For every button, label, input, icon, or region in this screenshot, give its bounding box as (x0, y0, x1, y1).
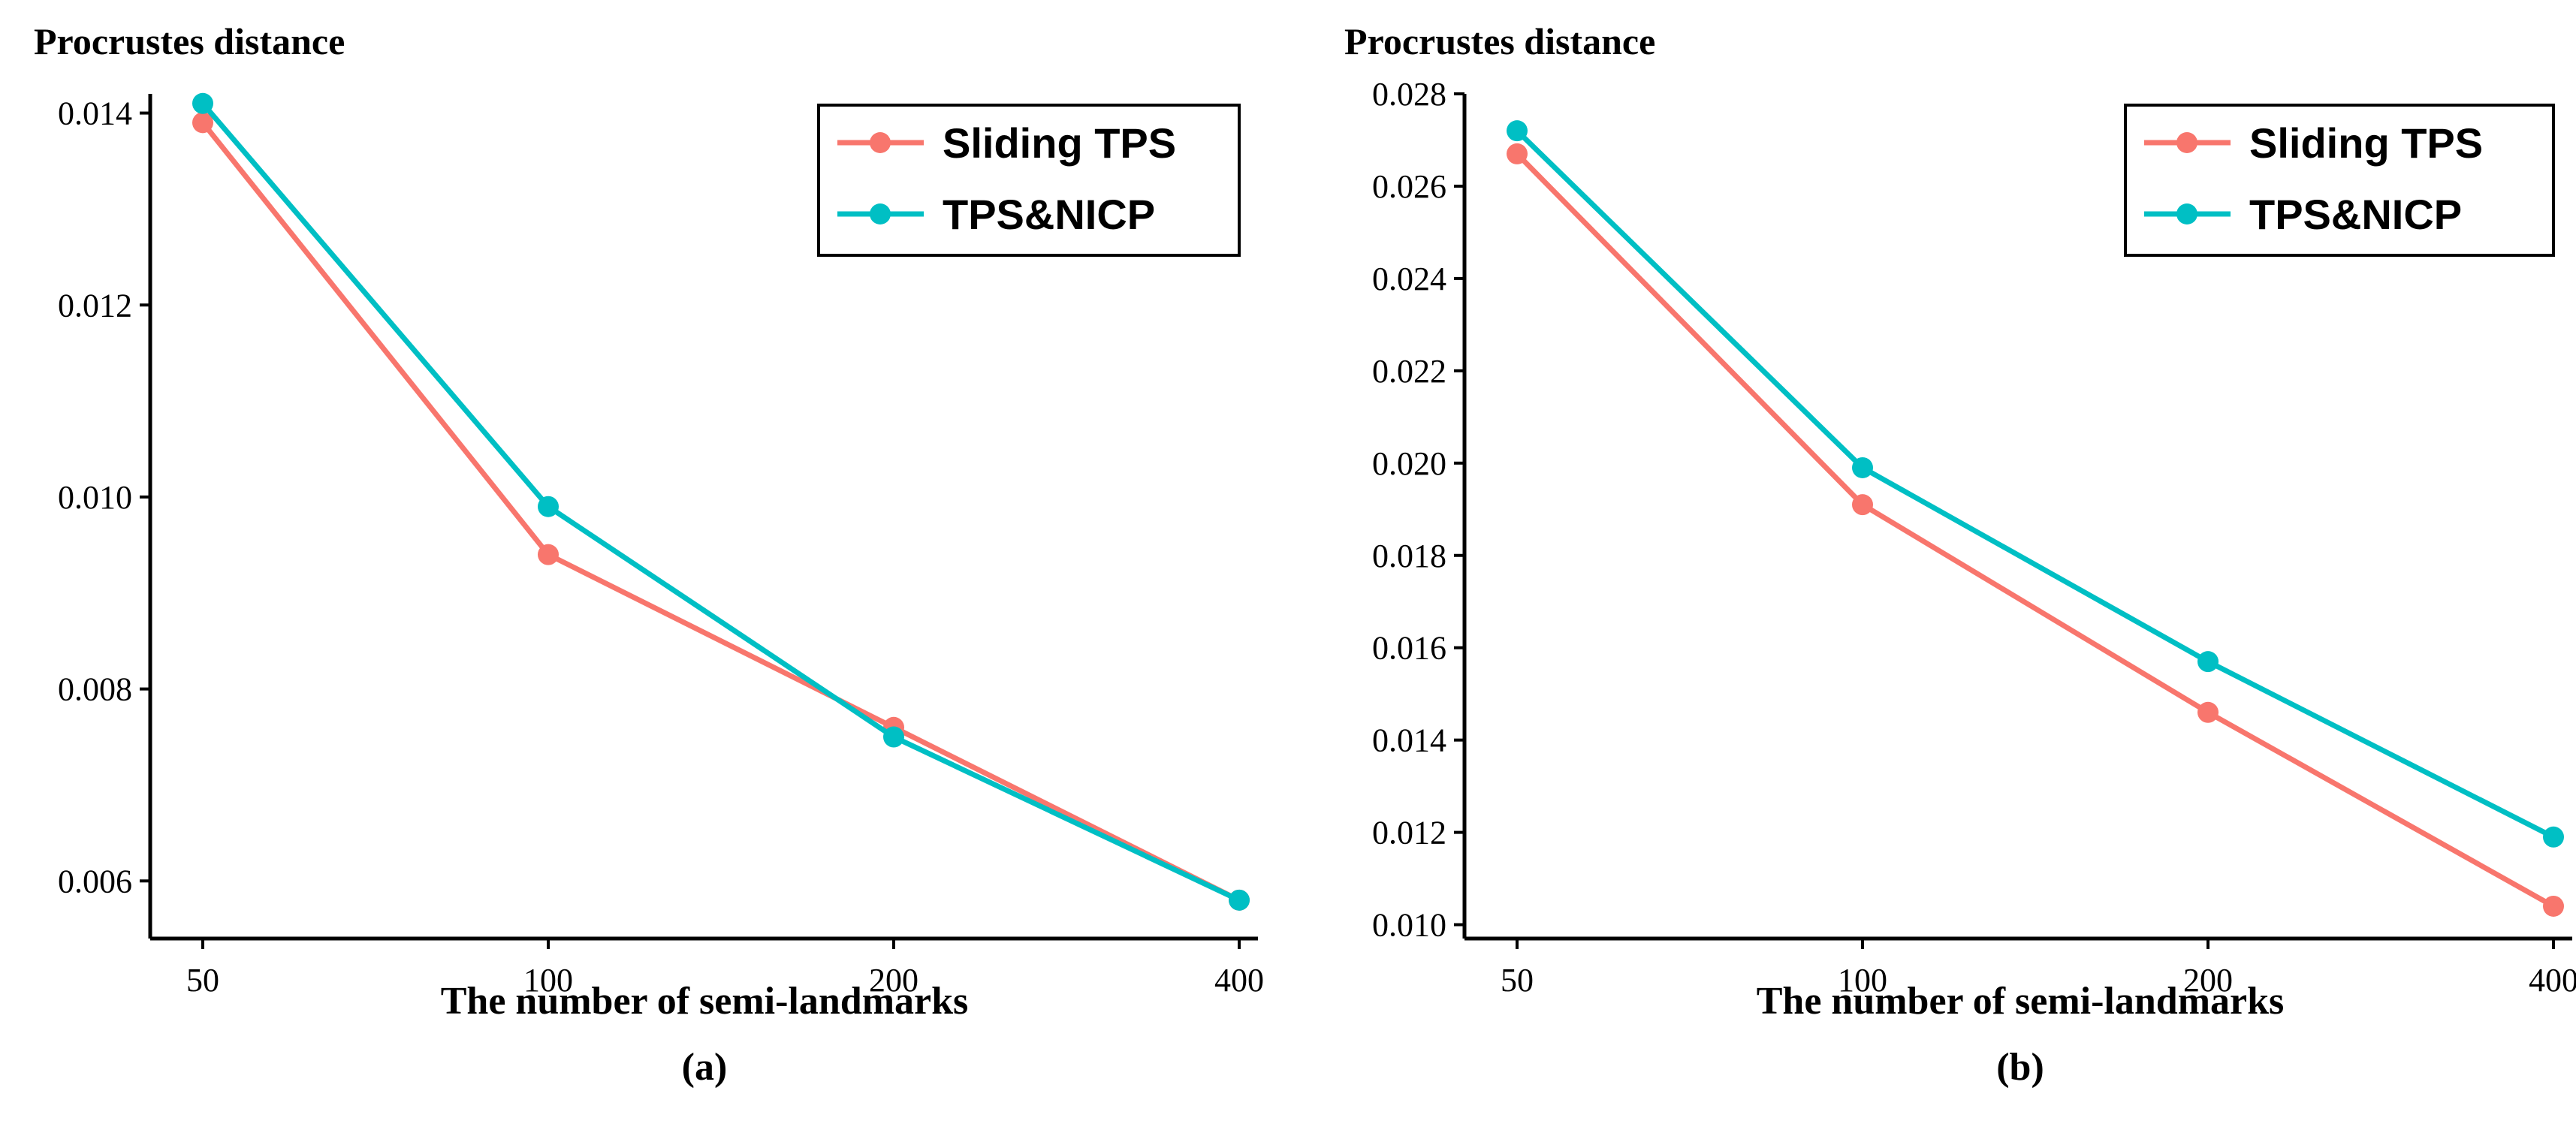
x-tick-label: 200 (869, 962, 918, 999)
data-point-sliding-tps (1507, 143, 1528, 164)
y-tick-label: 0.006 (58, 863, 132, 899)
y-tick-label: 0.014 (58, 95, 132, 132)
series-line-sliding-tps (1515, 152, 2555, 909)
y-tick-label: 0.010 (1372, 907, 1446, 944)
panel-label: (a) (682, 1046, 728, 1089)
y-tick-label: 0.022 (1372, 353, 1446, 390)
x-tick-label: 50 (1501, 962, 1534, 999)
legend: Sliding TPS TPS&NICP (817, 104, 1241, 257)
y-tick-label: 0.008 (58, 671, 132, 708)
y-tick-label: 0.014 (1372, 722, 1446, 759)
y-tick-label: 0.020 (1372, 445, 1446, 482)
legend-label: TPS&NICP (2249, 191, 2462, 238)
data-point-tps-nicp (1852, 457, 1873, 478)
x-tick-label: 400 (2529, 962, 2576, 999)
y-axis-title: Procrustes distance (1344, 20, 1655, 62)
y-tick-label: 0.012 (1372, 815, 1446, 851)
y-tick-label: 0.012 (58, 287, 132, 324)
x-axis-title: The number of semi-landmarks (441, 980, 969, 1023)
data-point-tps-nicp (883, 726, 904, 748)
y-tick-label: 0.018 (1372, 538, 1446, 574)
legend-box (817, 104, 1241, 257)
series-line-sliding-tps (201, 121, 1241, 902)
y-tick-label: 0.028 (1372, 76, 1446, 113)
chart-panel-a: 0.006 0.008 0.010 0.012 0.014 50 100 200 400 Proc… (34, 20, 1264, 1089)
data-point-sliding-tps (2543, 895, 2564, 917)
x-tick-label: 100 (1838, 962, 1887, 999)
legend-swatch-point (870, 203, 891, 224)
panel-label: (b) (1996, 1046, 2044, 1089)
series-line-tps-nicp (1515, 128, 2555, 839)
data-point-tps-nicp (1507, 120, 1528, 142)
legend-label: Sliding TPS (943, 119, 1176, 167)
y-tick-label: 0.026 (1372, 168, 1446, 205)
legend-label: TPS&NICP (943, 191, 1155, 238)
chart-panel-b: 0.010 0.012 0.014 0.016 0.018 0.020 0.022 0.024… (1344, 20, 2576, 1089)
data-point-tps-nicp (538, 496, 559, 517)
y-tick-label: 0.016 (1372, 630, 1446, 667)
data-point-sliding-tps (192, 112, 213, 134)
legend-swatch-point (870, 132, 891, 153)
x-axis-title: The number of semi-landmarks (1757, 980, 2285, 1023)
y-tick-label: 0.024 (1372, 261, 1446, 297)
legend-label: Sliding TPS (2249, 119, 2483, 167)
data-point-tps-nicp (2543, 826, 2564, 848)
legend-swatch-point (2176, 132, 2197, 153)
data-point-sliding-tps (2197, 701, 2219, 723)
legend: Sliding TPS TPS&NICP (2124, 104, 2555, 257)
x-tick-label: 100 (523, 962, 573, 999)
data-point-tps-nicp (192, 92, 213, 114)
x-tick-label: 200 (2183, 962, 2233, 999)
data-point-sliding-tps (1852, 494, 1873, 516)
x-tick-label: 50 (186, 962, 219, 999)
data-point-tps-nicp (1229, 889, 1250, 911)
data-point-sliding-tps (538, 544, 559, 565)
data-point-tps-nicp (2197, 651, 2219, 673)
series-line-tps-nicp (201, 101, 1241, 903)
legend-box (2124, 104, 2555, 257)
y-tick-label: 0.010 (58, 479, 132, 516)
x-tick-label: 400 (1214, 962, 1264, 999)
legend-swatch-point (2176, 203, 2197, 224)
y-axis-title: Procrustes distance (34, 20, 345, 62)
